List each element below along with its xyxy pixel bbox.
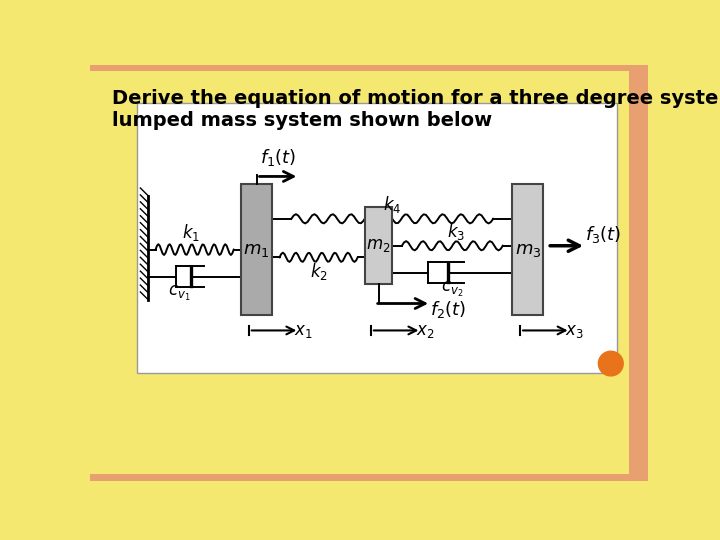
- Text: $k_1$: $k_1$: [181, 222, 199, 243]
- Text: $f_1(t)$: $f_1(t)$: [260, 147, 297, 168]
- Text: $f_3(t)$: $f_3(t)$: [585, 225, 621, 246]
- Text: $k_2$: $k_2$: [310, 261, 328, 282]
- Circle shape: [598, 351, 624, 376]
- Bar: [90, 65, 648, 71]
- Bar: [241, 184, 272, 315]
- Bar: [513, 184, 544, 315]
- Text: $k_4$: $k_4$: [383, 194, 402, 215]
- Text: $m_1$: $m_1$: [243, 241, 270, 259]
- Bar: [629, 65, 648, 481]
- Text: $c_{v_1}$: $c_{v_1}$: [168, 284, 190, 303]
- Text: $m_2$: $m_2$: [366, 237, 391, 254]
- Text: $c_{v_2}$: $c_{v_2}$: [441, 280, 464, 299]
- Bar: [365, 207, 392, 284]
- Text: $x_2$: $x_2$: [416, 323, 434, 341]
- Text: $k_3$: $k_3$: [447, 221, 465, 242]
- Text: $m_3$: $m_3$: [515, 241, 541, 259]
- Text: $f_2(t)$: $f_2(t)$: [430, 299, 467, 320]
- Text: $x_1$: $x_1$: [294, 323, 312, 341]
- Bar: [137, 103, 617, 373]
- Text: $x_3$: $x_3$: [565, 323, 584, 341]
- Bar: [90, 475, 648, 481]
- Text: Derive the equation of motion for a three degree system
lumped mass system shown: Derive the equation of motion for a thre…: [112, 90, 720, 131]
